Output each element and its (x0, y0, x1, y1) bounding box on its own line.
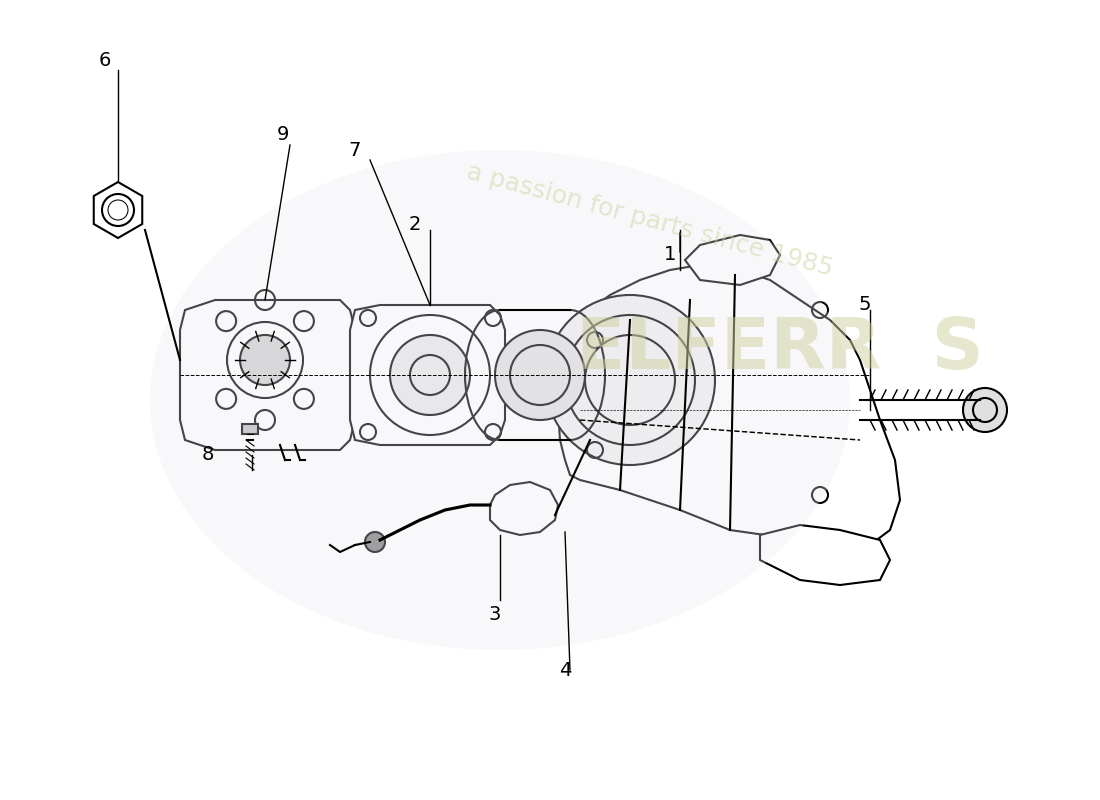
Circle shape (240, 335, 290, 385)
Ellipse shape (150, 150, 850, 650)
Text: 1: 1 (663, 246, 676, 265)
Text: 6: 6 (99, 50, 111, 70)
Text: 3: 3 (488, 606, 502, 625)
Circle shape (390, 335, 470, 415)
Circle shape (495, 330, 585, 420)
Polygon shape (94, 182, 142, 238)
Circle shape (365, 532, 385, 552)
Circle shape (962, 388, 1006, 432)
Polygon shape (558, 265, 900, 550)
Polygon shape (685, 235, 780, 285)
Text: a passion for parts since 1985: a passion for parts since 1985 (464, 159, 836, 281)
Polygon shape (490, 482, 558, 535)
Text: 9: 9 (277, 126, 289, 145)
Text: 2: 2 (409, 215, 421, 234)
Text: 7: 7 (349, 141, 361, 159)
Text: 5: 5 (859, 295, 871, 314)
Polygon shape (180, 300, 355, 450)
Polygon shape (242, 424, 258, 434)
Circle shape (544, 295, 715, 465)
Polygon shape (760, 525, 890, 585)
Text: ELFERR  S: ELFERR S (576, 315, 983, 385)
Polygon shape (350, 305, 505, 445)
Text: 4: 4 (559, 661, 571, 679)
Text: 8: 8 (201, 446, 214, 465)
